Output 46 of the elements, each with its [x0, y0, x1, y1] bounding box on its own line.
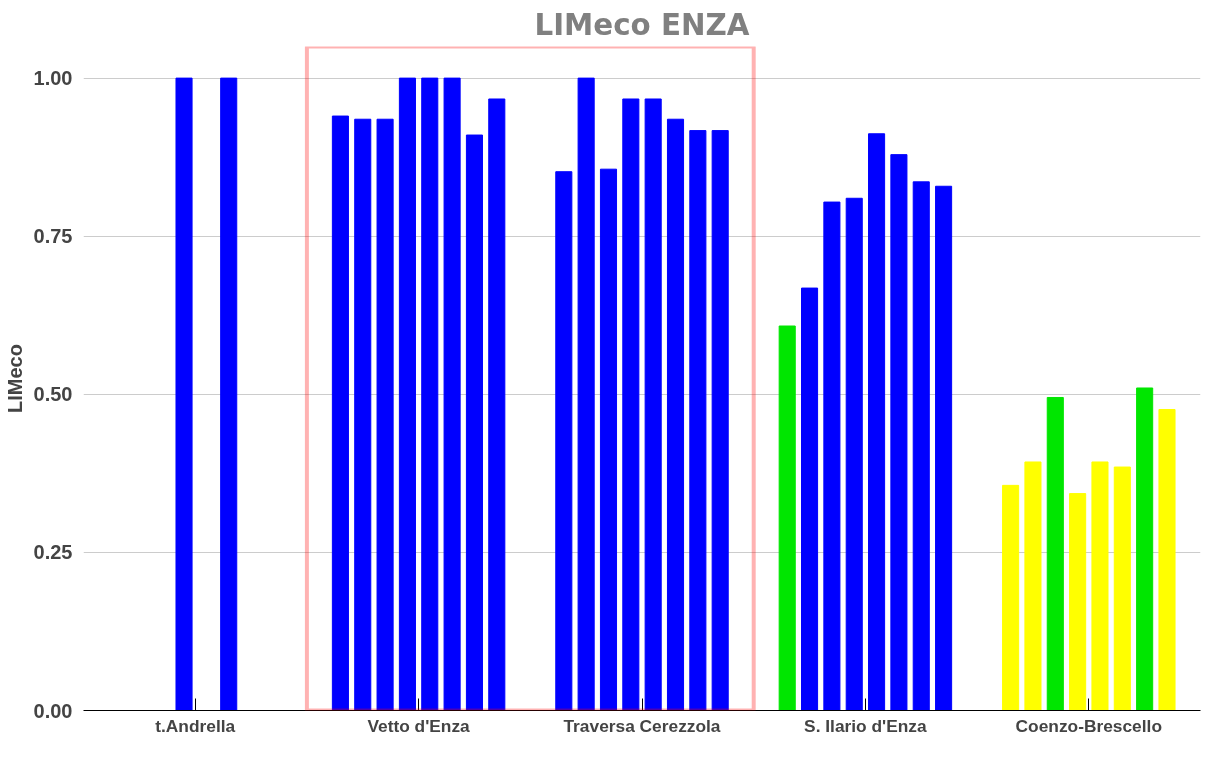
y-tick-label: 0.75: [33, 225, 73, 248]
bar: [398, 77, 416, 711]
chart-title: LIMeco ENZA: [534, 7, 750, 42]
bar: [1046, 396, 1064, 711]
bar: [1136, 387, 1154, 711]
bar: [1002, 484, 1020, 711]
bar: [644, 98, 662, 711]
bar: [1069, 493, 1087, 711]
x-tick-label: t.Andrella: [155, 715, 236, 736]
bar: [778, 325, 796, 711]
bar: [711, 130, 729, 711]
bar: [1113, 466, 1131, 711]
bar: [912, 181, 930, 711]
bar: [890, 154, 908, 711]
bar: [1091, 461, 1109, 711]
bar: [845, 197, 863, 711]
bar: [175, 77, 193, 711]
bar: [488, 98, 506, 711]
bar: [354, 118, 372, 711]
bar: [1024, 461, 1042, 711]
bar: [622, 98, 640, 711]
bar: [823, 201, 841, 711]
bar: [421, 77, 439, 711]
bar: [331, 115, 349, 711]
x-tick-label: S. Ilario d'Enza: [804, 715, 928, 736]
bar: [555, 171, 573, 711]
x-tick-label: Traversa Cerezzola: [563, 715, 721, 736]
y-axis-title: LIMeco: [3, 344, 26, 413]
y-tick-label: 0.50: [33, 383, 73, 406]
bar: [220, 77, 238, 711]
bar: [666, 118, 685, 711]
bar: [376, 118, 394, 711]
bar: [689, 130, 707, 711]
y-tick-label: 0.00: [33, 699, 73, 722]
bar: [801, 287, 819, 711]
y-tick-label: 1.00: [33, 67, 73, 90]
bar: [443, 77, 461, 711]
bar: [599, 168, 618, 711]
y-tick-label: 0.25: [33, 541, 73, 564]
x-tick-label: Coenzo-Brescello: [1015, 715, 1162, 736]
bar: [868, 133, 886, 711]
bar: [1158, 408, 1176, 711]
bar: [465, 134, 483, 711]
bar: [935, 185, 953, 711]
bar: [577, 77, 595, 711]
x-tick-label: Vetto d'Enza: [367, 715, 471, 736]
